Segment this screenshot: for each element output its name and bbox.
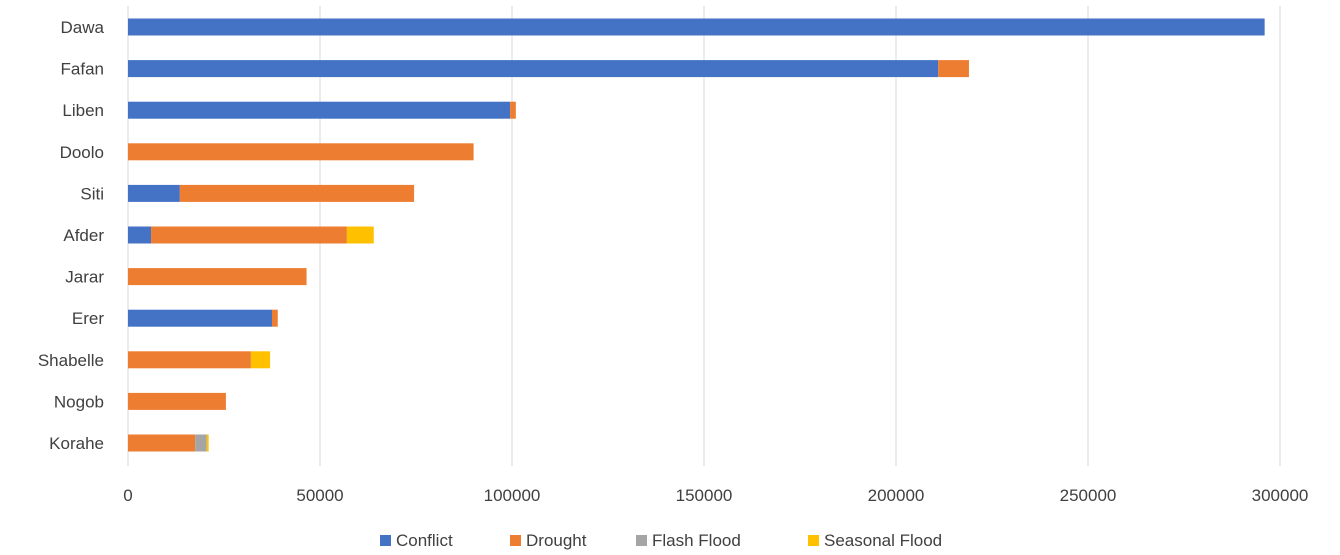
x-tick-label: 300000 (1252, 486, 1309, 505)
legend-swatch (808, 535, 819, 546)
legend-label: Flash Flood (652, 531, 741, 550)
category-label: Fafan (61, 60, 104, 79)
legend-label: Drought (526, 531, 587, 550)
value-axis: 0 50000 100000 150000 200000 250000 300000 (123, 486, 1308, 505)
legend-swatch (380, 535, 391, 546)
bar-conflict (128, 226, 152, 244)
category-label: Shabelle (38, 351, 104, 370)
category-axis: Dawa Fafan Liben Doolo Siti Afder Jarar Erer Sha… (38, 18, 105, 453)
bar-drought (151, 226, 347, 244)
bar-conflict (128, 101, 511, 119)
bar-conflict (128, 18, 1265, 36)
category-label: Dawa (61, 18, 105, 37)
category-label: Afder (63, 226, 104, 245)
bar-conflict (128, 184, 180, 202)
category-label: Liben (62, 101, 104, 120)
bar-drought (179, 184, 415, 202)
bar-drought (128, 143, 474, 161)
category-label: Jarar (65, 268, 104, 287)
bar-drought (128, 392, 226, 410)
bar-flash-flood (195, 434, 207, 452)
bar-drought (510, 101, 516, 119)
bar-drought (128, 351, 251, 369)
bar-seasonal-flood (250, 351, 271, 369)
bar-drought (128, 434, 196, 452)
bar-drought (938, 60, 969, 78)
bar-conflict (128, 60, 939, 78)
bar-conflict (128, 309, 272, 327)
x-tick-label: 200000 (868, 486, 925, 505)
category-label: Siti (80, 184, 104, 203)
bar-drought (128, 268, 307, 286)
bar-drought (272, 309, 278, 327)
legend-label: Seasonal Flood (824, 531, 942, 550)
bar-seasonal-flood (206, 434, 209, 452)
x-tick-label: 100000 (484, 486, 541, 505)
category-label: Korahe (49, 434, 104, 453)
category-label: Erer (72, 309, 104, 328)
bars (128, 18, 1265, 452)
x-tick-label: 150000 (676, 486, 733, 505)
legend: Conflict Drought Flash Flood Seasonal Flood (380, 531, 942, 550)
gridlines (127, 6, 1281, 466)
category-label: Nogob (54, 392, 104, 411)
legend-swatch (636, 535, 647, 546)
x-tick-label: 50000 (296, 486, 343, 505)
bar-seasonal-flood (346, 226, 374, 244)
legend-swatch (510, 535, 521, 546)
x-tick-label: 0 (123, 486, 132, 505)
legend-label: Conflict (396, 531, 453, 550)
category-label: Doolo (60, 143, 104, 162)
x-tick-label: 250000 (1060, 486, 1117, 505)
